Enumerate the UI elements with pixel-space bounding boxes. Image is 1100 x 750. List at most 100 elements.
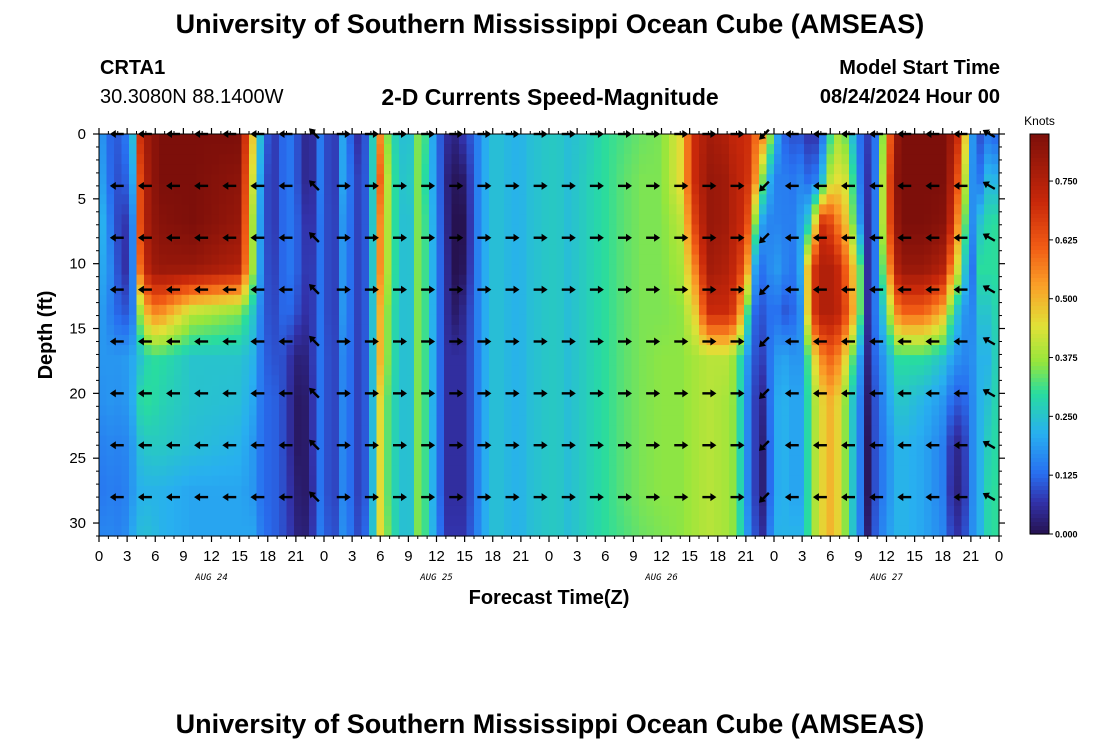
heatmap-cell (586, 224, 595, 236)
heatmap-cell (136, 224, 145, 236)
heatmap-cell (241, 234, 250, 246)
heatmap-cell (631, 525, 640, 537)
heatmap-cell (736, 204, 745, 215)
heatmap-cell (219, 134, 228, 145)
heatmap-cell (181, 415, 190, 427)
heatmap-cell (714, 405, 723, 416)
heatmap-cell (159, 405, 168, 416)
heatmap-cell (699, 294, 708, 306)
heatmap-cell (691, 355, 700, 366)
heatmap-cell (924, 224, 933, 236)
heatmap-cell (804, 335, 813, 346)
heatmap-cell (414, 314, 423, 326)
heatmap-cell (826, 475, 835, 487)
heatmap-cell (984, 485, 993, 497)
heatmap-cell (586, 405, 595, 416)
heatmap-cell (789, 144, 798, 155)
heatmap-cell (879, 194, 888, 205)
heatmap-cell (886, 304, 895, 316)
heatmap-cell (331, 304, 340, 316)
heatmap-cell (571, 314, 580, 326)
heatmap-cell (541, 505, 550, 517)
heatmap-cell (421, 214, 430, 226)
heatmap-cell (481, 475, 490, 487)
heatmap-cell (901, 465, 910, 477)
heatmap-cell (414, 345, 423, 356)
heatmap-cell (339, 505, 348, 517)
heatmap-cell (706, 435, 715, 447)
heatmap-cell (856, 495, 865, 507)
heatmap-cell (459, 515, 468, 527)
heatmap-cell (961, 194, 970, 205)
heatmap-cell (376, 385, 385, 396)
heatmap-cell (481, 134, 490, 145)
heatmap-cell (219, 294, 228, 306)
heatmap-cell (886, 475, 895, 487)
heatmap-cell (909, 234, 918, 246)
heatmap-cell (564, 375, 573, 386)
heatmap-cell (804, 184, 813, 195)
heatmap-cell (646, 274, 655, 286)
heatmap-cell (946, 194, 955, 205)
heatmap-cell (841, 204, 850, 215)
heatmap-cell (856, 455, 865, 467)
heatmap-cell (879, 234, 888, 246)
heatmap-cell (586, 174, 595, 185)
heatmap-cell (241, 445, 250, 457)
heatmap-cell (129, 345, 138, 356)
heatmap-cell (324, 254, 333, 266)
heatmap-cell (751, 505, 760, 517)
heatmap-cell (301, 375, 310, 386)
heatmap-cell (376, 375, 385, 386)
heatmap-cell (774, 314, 783, 326)
heatmap-cell (429, 254, 438, 266)
heatmap-cell (886, 294, 895, 306)
heatmap-cell (766, 415, 775, 427)
heatmap-cell (414, 264, 423, 276)
heatmap-cell (669, 365, 678, 376)
heatmap-cell (429, 174, 438, 185)
heatmap-cell (804, 174, 813, 185)
heatmap-cell (504, 304, 513, 316)
heatmap-cell (399, 405, 408, 416)
heatmap-cell (271, 214, 280, 226)
heatmap-cell (159, 134, 168, 145)
heatmap-cell (796, 445, 805, 457)
heatmap-cell (639, 244, 648, 256)
heatmap-cell (601, 304, 610, 316)
heatmap-cell (841, 254, 850, 266)
heatmap-cell (624, 385, 633, 396)
heatmap-cell (819, 495, 828, 507)
heatmap-cell (781, 234, 790, 246)
heatmap-cell (819, 324, 828, 336)
heatmap-cell (466, 425, 475, 437)
heatmap-cell (316, 515, 325, 527)
heatmap-cell (804, 355, 813, 366)
heatmap-cell (841, 194, 850, 205)
heatmap-cell (744, 425, 753, 437)
heatmap-cell (309, 214, 318, 226)
heatmap-cell (391, 254, 400, 266)
heatmap-cell (489, 324, 498, 336)
heatmap-cell (384, 395, 393, 406)
heatmap-cell (961, 415, 970, 427)
heatmap-cell (211, 204, 220, 215)
heatmap-cell (504, 144, 513, 155)
heatmap-cell (204, 385, 213, 396)
arrow-head (109, 389, 116, 398)
heatmap-cell (136, 525, 145, 537)
heatmap-cell (234, 134, 243, 145)
heatmap-cell (294, 455, 303, 467)
heatmap-cell (669, 254, 678, 266)
heatmap-cell (541, 405, 550, 416)
heatmap-cell (339, 324, 348, 336)
heatmap-cell (451, 324, 460, 336)
heatmap-cell (226, 164, 235, 175)
heatmap-cell (699, 204, 708, 215)
heatmap-cell (744, 345, 753, 356)
heatmap-cell (556, 214, 565, 226)
heatmap-cell (774, 385, 783, 396)
heatmap-cell (271, 415, 280, 427)
heatmap-cell (466, 475, 475, 487)
heatmap-cell (556, 184, 565, 195)
